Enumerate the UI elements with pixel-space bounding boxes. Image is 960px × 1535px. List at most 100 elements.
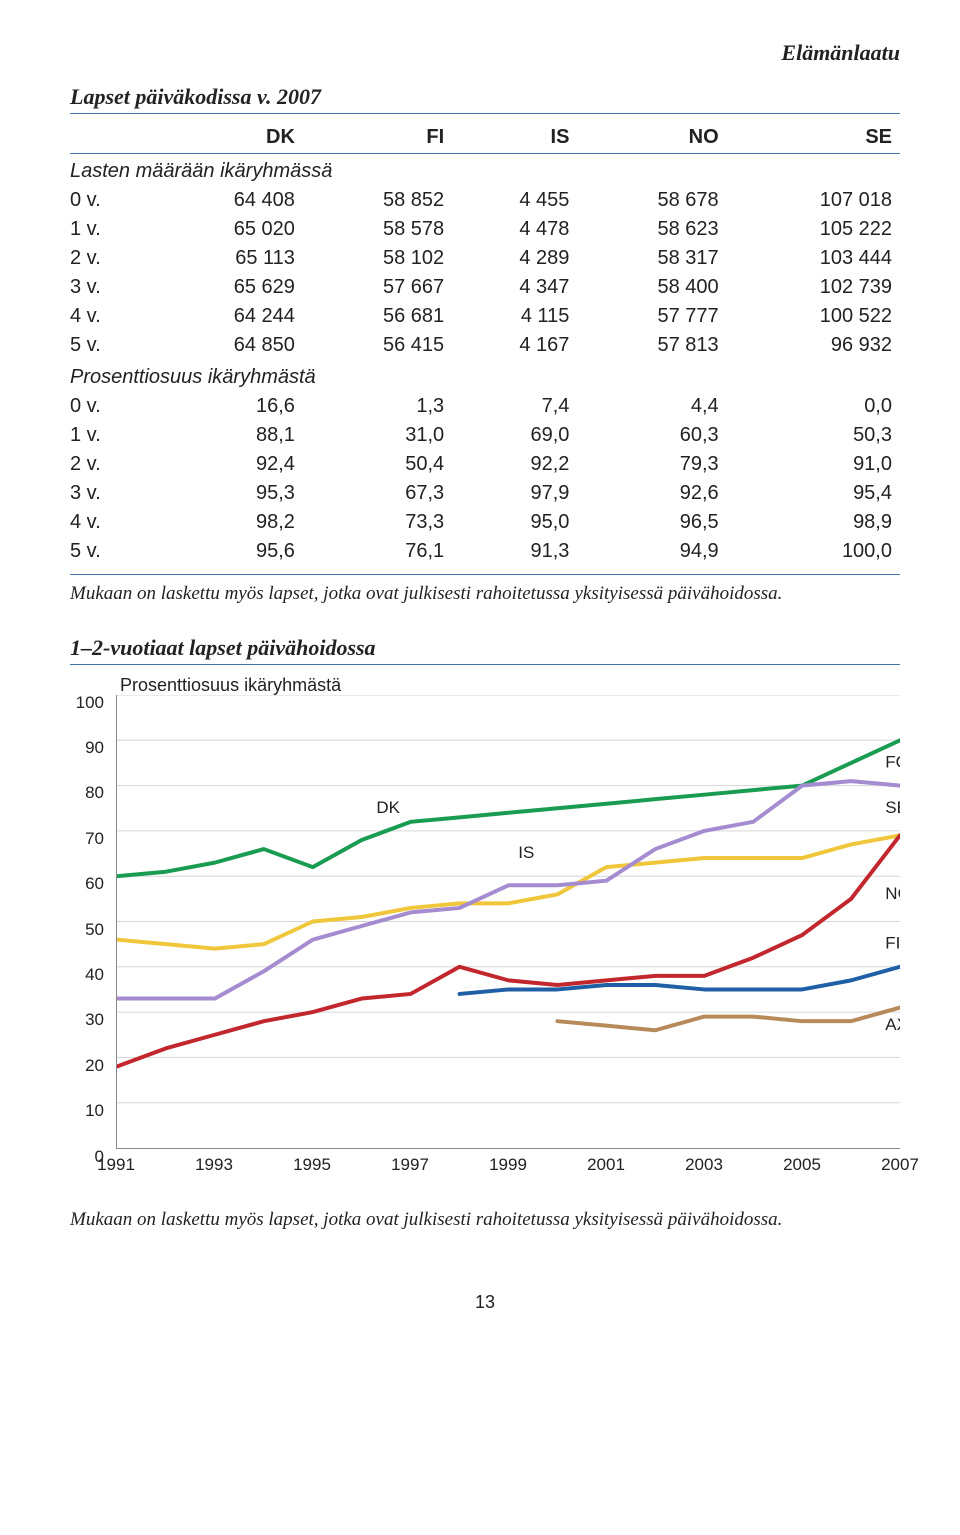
table-cell: 95,0 bbox=[452, 508, 577, 537]
table-row: 2 v.65 11358 1024 28958 317103 444 bbox=[70, 244, 900, 273]
table-cell: 60,3 bbox=[577, 421, 726, 450]
table-cell: 95,3 bbox=[154, 479, 303, 508]
table-title: Lapset päiväkodissa v. 2007 bbox=[70, 84, 900, 114]
table-cell: 4 167 bbox=[452, 331, 577, 360]
table-cell: 64 850 bbox=[154, 331, 303, 360]
chart-footnote: Mukaan on laskettu myös lapset, jotka ov… bbox=[70, 1207, 900, 1233]
table-cell: 2 v. bbox=[70, 244, 154, 273]
table-cell: 76,1 bbox=[303, 537, 452, 566]
y-axis-labels: 0102030405060708090100 bbox=[70, 683, 112, 1145]
table-cell: 4 347 bbox=[452, 273, 577, 302]
col-se: SE bbox=[727, 122, 900, 154]
table-cell: 58 102 bbox=[303, 244, 452, 273]
table-cell: 65 113 bbox=[154, 244, 303, 273]
table-cell: 0 v. bbox=[70, 392, 154, 421]
table-cell: 4,4 bbox=[577, 392, 726, 421]
table-footnote: Mukaan on laskettu myös lapset, jotka ov… bbox=[70, 574, 900, 607]
table-cell: 94,9 bbox=[577, 537, 726, 566]
x-tick-label: 1999 bbox=[489, 1155, 527, 1175]
y-tick-label: 90 bbox=[85, 738, 104, 758]
data-table: DK FI IS NO SE Lasten määrään ikäryhmäss… bbox=[70, 122, 900, 566]
table-cell: 103 444 bbox=[727, 244, 900, 273]
section-header: Elämänlaatu bbox=[70, 40, 900, 66]
table-cell: 1 v. bbox=[70, 421, 154, 450]
table-row: 5 v.64 85056 4154 16757 81396 932 bbox=[70, 331, 900, 360]
table-cell: 98,2 bbox=[154, 508, 303, 537]
table-cell: 3 v. bbox=[70, 479, 154, 508]
table-subheader: Prosenttiosuus ikäryhmästä bbox=[70, 360, 900, 392]
table-cell: 88,1 bbox=[154, 421, 303, 450]
series-label-fo: FO bbox=[885, 752, 900, 771]
y-tick-label: 70 bbox=[85, 829, 104, 849]
table-row: 2 v.92,450,492,279,391,0 bbox=[70, 450, 900, 479]
table-cell: 57 777 bbox=[577, 302, 726, 331]
table-cell: 107 018 bbox=[727, 186, 900, 215]
table-cell: 64 244 bbox=[154, 302, 303, 331]
table-cell: 1,3 bbox=[303, 392, 452, 421]
table-cell: 16,6 bbox=[154, 392, 303, 421]
table-row: 3 v.95,367,397,992,695,4 bbox=[70, 479, 900, 508]
table-row: 1 v.88,131,069,060,350,3 bbox=[70, 421, 900, 450]
table-cell: 95,4 bbox=[727, 479, 900, 508]
table-cell: 50,3 bbox=[727, 421, 900, 450]
col-fi: FI bbox=[303, 122, 452, 154]
series-dk bbox=[117, 740, 900, 876]
table-cell: 58 578 bbox=[303, 215, 452, 244]
table-cell: 92,2 bbox=[452, 450, 577, 479]
table-cell: 97,9 bbox=[452, 479, 577, 508]
table-row: 5 v.95,676,191,394,9100,0 bbox=[70, 537, 900, 566]
table-cell: 57 813 bbox=[577, 331, 726, 360]
table-cell: 67,3 bbox=[303, 479, 452, 508]
table-cell: 95,6 bbox=[154, 537, 303, 566]
table-cell: 56 415 bbox=[303, 331, 452, 360]
table-cell: 57 667 bbox=[303, 273, 452, 302]
table-cell: 2 v. bbox=[70, 450, 154, 479]
table-cell: 7,4 bbox=[452, 392, 577, 421]
series-ax bbox=[557, 1007, 900, 1030]
y-tick-label: 50 bbox=[85, 920, 104, 940]
table-cell: 0,0 bbox=[727, 392, 900, 421]
table-cell: 98,9 bbox=[727, 508, 900, 537]
table-cell: 100,0 bbox=[727, 537, 900, 566]
y-tick-label: 80 bbox=[85, 783, 104, 803]
x-tick-label: 2007 bbox=[881, 1155, 919, 1175]
table-cell: 4 115 bbox=[452, 302, 577, 331]
table-cell: 58 678 bbox=[577, 186, 726, 215]
plot-area: DKISSENOFIFOAX bbox=[116, 695, 900, 1149]
table-cell: 0 v. bbox=[70, 186, 154, 215]
col-dk: DK bbox=[154, 122, 303, 154]
table-subheader: Lasten määrään ikäryhmässä bbox=[70, 154, 900, 187]
table-cell: 91,0 bbox=[727, 450, 900, 479]
x-tick-label: 1991 bbox=[97, 1155, 135, 1175]
table-cell: 50,4 bbox=[303, 450, 452, 479]
chart-title: 1–2-vuotiaat lapset päivähoidossa bbox=[70, 635, 900, 665]
chart-subtitle: Prosenttiosuus ikäryhmästä bbox=[120, 675, 341, 696]
table-cell: 91,3 bbox=[452, 537, 577, 566]
x-tick-label: 2003 bbox=[685, 1155, 723, 1175]
y-tick-label: 60 bbox=[85, 874, 104, 894]
table-cell: 64 408 bbox=[154, 186, 303, 215]
table-cell: 65 629 bbox=[154, 273, 303, 302]
table-cell: 58 623 bbox=[577, 215, 726, 244]
table-cell: 4 v. bbox=[70, 508, 154, 537]
y-tick-label: 10 bbox=[85, 1101, 104, 1121]
table-cell: 5 v. bbox=[70, 331, 154, 360]
page-number: 13 bbox=[70, 1292, 900, 1313]
table-row: 0 v.64 40858 8524 45558 678107 018 bbox=[70, 186, 900, 215]
table-cell: 4 v. bbox=[70, 302, 154, 331]
x-tick-label: 1993 bbox=[195, 1155, 233, 1175]
y-tick-label: 20 bbox=[85, 1056, 104, 1076]
col-no: NO bbox=[577, 122, 726, 154]
table-cell: 58 317 bbox=[577, 244, 726, 273]
table-cell: 4 455 bbox=[452, 186, 577, 215]
table-row: 4 v.98,273,395,096,598,9 bbox=[70, 508, 900, 537]
table-cell: 92,4 bbox=[154, 450, 303, 479]
x-axis-labels: 199119931995199719992001200320052007 bbox=[116, 1155, 900, 1177]
series-label-fi: FI bbox=[885, 933, 900, 952]
table-cell: 31,0 bbox=[303, 421, 452, 450]
series-label-no: NO bbox=[885, 883, 900, 902]
series-label-se: SE bbox=[885, 797, 900, 816]
table-row: 0 v.16,61,37,44,40,0 bbox=[70, 392, 900, 421]
x-tick-label: 1997 bbox=[391, 1155, 429, 1175]
table-cell: 73,3 bbox=[303, 508, 452, 537]
